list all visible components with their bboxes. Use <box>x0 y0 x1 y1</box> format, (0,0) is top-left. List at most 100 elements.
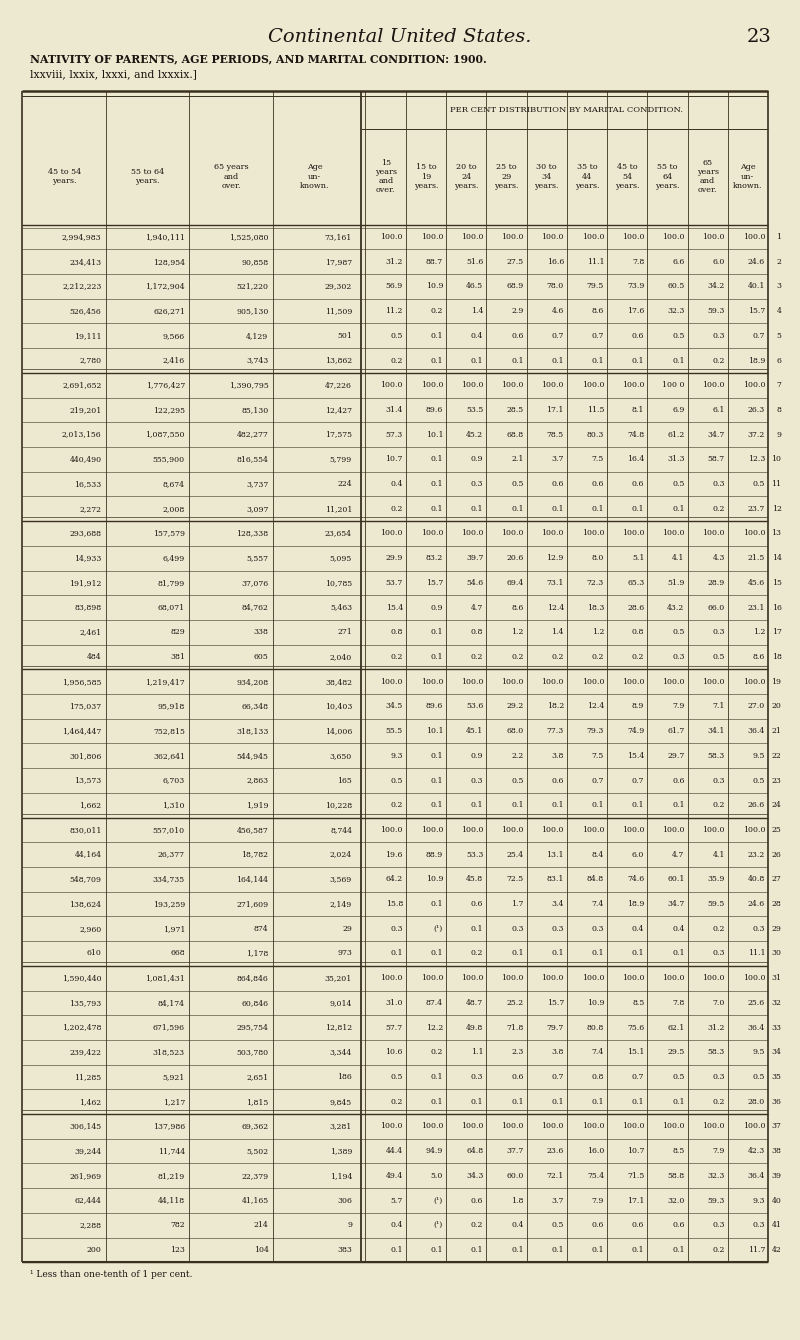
Text: 8.6: 8.6 <box>592 307 604 315</box>
Text: 20 to
24
years.: 20 to 24 years. <box>454 163 478 190</box>
Text: 0.3: 0.3 <box>551 925 564 933</box>
Text: 45 to
54
years.: 45 to 54 years. <box>615 163 639 190</box>
Text: 2.2: 2.2 <box>511 752 523 760</box>
Text: 0.5: 0.5 <box>390 1073 403 1081</box>
Text: 51.9: 51.9 <box>667 579 685 587</box>
Text: 25.4: 25.4 <box>506 851 523 859</box>
Text: 0.3: 0.3 <box>712 776 725 784</box>
Text: 3,281: 3,281 <box>330 1123 352 1131</box>
Text: 0.1: 0.1 <box>632 505 644 513</box>
Text: 1.4: 1.4 <box>471 307 483 315</box>
Text: 3.4: 3.4 <box>551 900 564 909</box>
Text: 1,194: 1,194 <box>330 1171 352 1179</box>
Text: 2,691,652: 2,691,652 <box>62 381 102 389</box>
Text: 100.0: 100.0 <box>662 529 685 537</box>
Text: 80.8: 80.8 <box>587 1024 604 1032</box>
Text: 1,464,447: 1,464,447 <box>62 728 102 736</box>
Text: 100.0: 100.0 <box>582 678 604 686</box>
Text: 164,144: 164,144 <box>237 875 269 883</box>
Text: 13,573: 13,573 <box>74 776 102 784</box>
Text: 25.2: 25.2 <box>506 998 523 1006</box>
Text: 100.0: 100.0 <box>662 1123 685 1131</box>
Text: 1,217: 1,217 <box>162 1097 185 1106</box>
Text: 80.3: 80.3 <box>586 430 604 438</box>
Text: 0.1: 0.1 <box>390 1246 403 1254</box>
Text: 2.1: 2.1 <box>511 456 523 464</box>
Text: 0.3: 0.3 <box>712 480 725 488</box>
Text: 0.1: 0.1 <box>471 801 483 809</box>
Text: 100.0: 100.0 <box>501 825 523 833</box>
Text: 1,202,478: 1,202,478 <box>62 1024 102 1032</box>
Text: 28.9: 28.9 <box>707 579 725 587</box>
Text: 0.1: 0.1 <box>672 505 685 513</box>
Text: 88.9: 88.9 <box>426 851 443 859</box>
Text: 668: 668 <box>170 950 185 958</box>
Text: 0.1: 0.1 <box>511 950 523 958</box>
Text: 0.1: 0.1 <box>471 505 483 513</box>
Text: 5,557: 5,557 <box>246 555 269 563</box>
Text: 0.5: 0.5 <box>713 653 725 661</box>
Text: 0.6: 0.6 <box>632 480 644 488</box>
Text: 1,919: 1,919 <box>246 801 269 809</box>
Text: 53.7: 53.7 <box>386 579 403 587</box>
Text: 21: 21 <box>771 728 782 736</box>
Text: 0.3: 0.3 <box>471 776 483 784</box>
Text: 100.0: 100.0 <box>662 233 685 241</box>
Text: 60.0: 60.0 <box>506 1171 523 1179</box>
Text: 0.1: 0.1 <box>430 752 443 760</box>
Text: 2,780: 2,780 <box>79 356 102 364</box>
Text: 59.3: 59.3 <box>707 1197 725 1205</box>
Text: 0.3: 0.3 <box>511 925 523 933</box>
Text: 100.0: 100.0 <box>421 381 443 389</box>
Text: 0.4: 0.4 <box>511 1221 523 1229</box>
Text: 44,118: 44,118 <box>158 1197 185 1205</box>
Text: 66.0: 66.0 <box>707 603 725 611</box>
Text: 73,161: 73,161 <box>325 233 352 241</box>
Text: 138,624: 138,624 <box>70 900 102 909</box>
Text: 548,709: 548,709 <box>70 875 102 883</box>
Text: 456,587: 456,587 <box>237 825 269 833</box>
Text: 32.3: 32.3 <box>667 307 685 315</box>
Text: 4.7: 4.7 <box>471 603 483 611</box>
Text: 0.1: 0.1 <box>430 801 443 809</box>
Text: 5,502: 5,502 <box>246 1147 269 1155</box>
Text: 48.7: 48.7 <box>466 998 483 1006</box>
Text: 874: 874 <box>254 925 269 933</box>
Text: 16.0: 16.0 <box>586 1147 604 1155</box>
Text: 2,272: 2,272 <box>79 505 102 513</box>
Text: 55 to 64
years.: 55 to 64 years. <box>131 168 164 185</box>
Text: 526,456: 526,456 <box>70 307 102 315</box>
Text: 293,688: 293,688 <box>70 529 102 537</box>
Text: 19: 19 <box>771 678 782 686</box>
Text: 0.2: 0.2 <box>390 356 403 364</box>
Text: 934,208: 934,208 <box>236 678 269 686</box>
Text: 484: 484 <box>87 653 102 661</box>
Text: 8: 8 <box>777 406 782 414</box>
Text: 1,219,417: 1,219,417 <box>146 678 185 686</box>
Text: 12.2: 12.2 <box>426 1024 443 1032</box>
Text: 60.5: 60.5 <box>667 283 685 291</box>
Text: 100.0: 100.0 <box>582 233 604 241</box>
Text: 31.3: 31.3 <box>667 456 685 464</box>
Text: 39,244: 39,244 <box>74 1147 102 1155</box>
Text: 69.4: 69.4 <box>506 579 523 587</box>
Text: 100.0: 100.0 <box>501 678 523 686</box>
Text: 6.0: 6.0 <box>713 257 725 265</box>
Text: 10.1: 10.1 <box>426 728 443 736</box>
Text: 100.0: 100.0 <box>582 381 604 389</box>
Text: 0.2: 0.2 <box>390 505 403 513</box>
Text: 0.1: 0.1 <box>511 801 523 809</box>
Text: 45.6: 45.6 <box>748 579 765 587</box>
Text: 3.7: 3.7 <box>551 1197 564 1205</box>
Text: 0.2: 0.2 <box>430 307 443 315</box>
Text: 0.8: 0.8 <box>390 628 403 636</box>
Text: 503,780: 503,780 <box>236 1048 269 1056</box>
Text: 261,969: 261,969 <box>70 1171 102 1179</box>
Text: 9: 9 <box>777 430 782 438</box>
Text: 39: 39 <box>771 1171 782 1179</box>
Text: 5: 5 <box>777 332 782 340</box>
Text: 8.9: 8.9 <box>632 702 644 710</box>
Text: 306: 306 <box>337 1197 352 1205</box>
Text: 219,201: 219,201 <box>69 406 102 414</box>
Text: 15.4: 15.4 <box>627 752 644 760</box>
